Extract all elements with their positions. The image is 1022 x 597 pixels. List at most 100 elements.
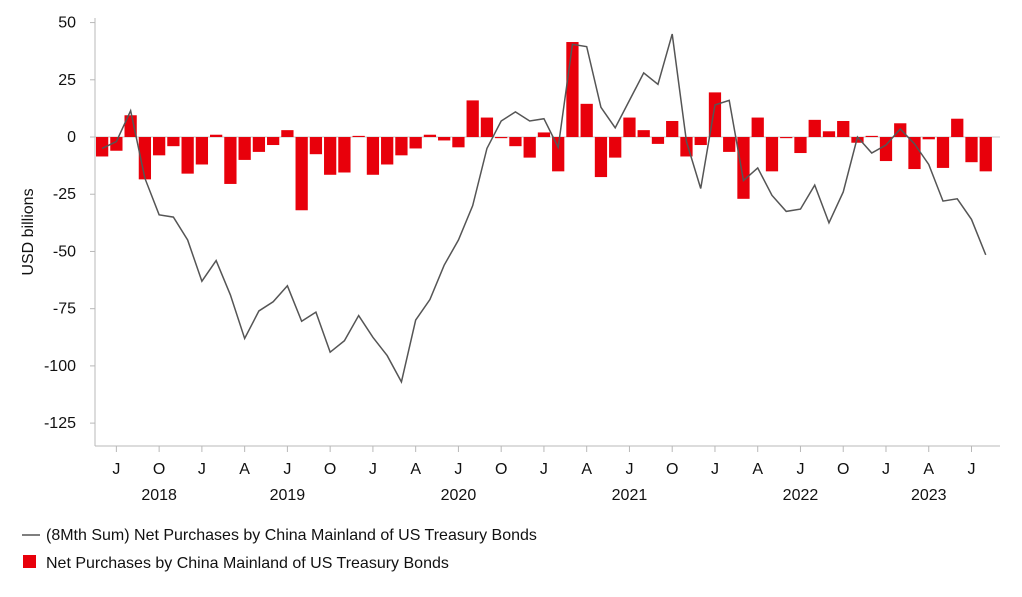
y-tick-label: 0: [67, 129, 76, 146]
bar: [352, 135, 365, 138]
x-tick-label: J: [112, 461, 120, 478]
x-tick-label: O: [666, 461, 678, 478]
bar: [480, 117, 494, 138]
x-tick-label: J: [540, 461, 548, 478]
bar: [822, 131, 836, 138]
bar: [495, 137, 508, 139]
bar: [124, 115, 137, 138]
bar-series: [96, 42, 992, 211]
bar: [879, 137, 893, 162]
x-tick-label: J: [711, 461, 719, 478]
bar: [922, 137, 935, 140]
x-tick-label: A: [923, 461, 934, 478]
bar: [452, 137, 465, 148]
bar: [138, 137, 152, 180]
legend: (8Mth Sum) Net Purchases by China Mainla…: [22, 527, 537, 572]
bar: [466, 100, 479, 138]
legend-bar-swatch: [23, 555, 36, 568]
bar: [865, 135, 878, 138]
bar: [737, 137, 750, 199]
x-tick-label: A: [581, 461, 592, 478]
bar: [210, 134, 223, 138]
x-tick-label: J: [454, 461, 462, 478]
bar: [609, 137, 622, 158]
x-tick-label: J: [198, 461, 206, 478]
x-tick-label: J: [625, 461, 633, 478]
y-tick-label: -25: [53, 186, 76, 203]
bar: [694, 137, 707, 146]
bar: [395, 137, 408, 156]
bar: [666, 120, 679, 138]
legend-line-label: (8Mth Sum) Net Purchases by China Mainla…: [46, 527, 537, 544]
y-tick-label: -100: [44, 358, 76, 375]
year-label: 2023: [911, 487, 947, 504]
bar: [837, 120, 850, 138]
bar: [181, 137, 194, 174]
bar: [309, 137, 323, 155]
bar: [808, 119, 821, 138]
bar: [167, 137, 180, 147]
legend-bar-label: Net Purchases by China Mainland of US Tr…: [46, 555, 449, 572]
bar: [366, 137, 380, 175]
x-tick-label: O: [837, 461, 849, 478]
bar: [224, 137, 237, 184]
bar: [979, 137, 992, 172]
y-tick-label: 25: [58, 72, 76, 89]
x-tick-label: J: [369, 461, 377, 478]
x-tick-label: O: [153, 461, 165, 478]
bar: [951, 118, 964, 138]
year-label: 2021: [612, 487, 648, 504]
year-label: 2020: [441, 487, 477, 504]
bar: [423, 134, 437, 138]
bar: [509, 137, 522, 147]
bar: [651, 137, 665, 144]
bar: [153, 137, 166, 156]
x-axis: J O J A J O J A J O J A J O J A J O J A J 2018 2019 2020 2021 202…: [95, 445, 1000, 504]
year-label: 2018: [141, 487, 177, 504]
y-axis: 50 25 0 -25 -50 -75 -100 -125: [44, 15, 96, 446]
x-tick-label: A: [410, 461, 421, 478]
x-tick-label: A: [239, 461, 250, 478]
y-tick-label: -125: [44, 415, 76, 432]
x-tick-label: O: [324, 461, 336, 478]
bar: [908, 137, 921, 170]
bar: [794, 137, 807, 154]
bar: [110, 137, 123, 151]
line-series-8mth-sum: [101, 33, 987, 385]
bar: [566, 42, 579, 138]
x-tick-label: A: [752, 461, 763, 478]
bar: [409, 137, 422, 149]
bar: [780, 137, 793, 139]
x-tick-label: J: [967, 461, 975, 478]
bar: [723, 137, 736, 152]
bar: [751, 117, 764, 138]
y-tick-label: -50: [53, 243, 76, 260]
bar: [765, 137, 779, 172]
x-tick-label: J: [283, 461, 291, 478]
x-tick-label: J: [882, 461, 890, 478]
year-label: 2022: [783, 487, 819, 504]
bar: [936, 137, 950, 168]
bar: [965, 137, 978, 163]
bar: [580, 103, 593, 138]
bar: [267, 137, 280, 146]
bar: [252, 137, 266, 152]
bar: [637, 130, 650, 138]
x-tick-label: J: [796, 461, 804, 478]
y-axis-title: USD billions: [20, 188, 37, 275]
bar: [623, 117, 636, 138]
bar: [552, 137, 565, 172]
bar: [381, 137, 394, 165]
year-label: 2019: [270, 487, 306, 504]
bar: [96, 137, 109, 157]
bar: [324, 137, 337, 175]
bar: [195, 137, 209, 165]
bar: [281, 130, 294, 138]
bar: [594, 137, 608, 178]
y-tick-label: -75: [53, 301, 76, 318]
bar: [295, 137, 308, 211]
bar: [238, 137, 251, 160]
y-tick-label: 50: [58, 15, 76, 32]
bar: [523, 137, 536, 158]
